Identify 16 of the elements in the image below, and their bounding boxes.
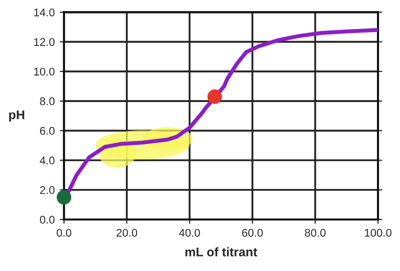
x-axis-title: mL of titrant — [185, 247, 258, 256]
x-tick-label: 0.0 — [56, 228, 72, 237]
x-tick-label: 20.0 — [116, 228, 138, 237]
x-tick-label: 100.0 — [364, 228, 392, 237]
y-tick-label: 8.0 — [40, 97, 55, 106]
y-tick-label: 12.0 — [34, 38, 55, 46]
x-tick-label: 80.0 — [304, 228, 326, 237]
y-tick-label: 6.0 — [40, 126, 55, 135]
y-tick-label: 14.0 — [34, 8, 55, 16]
y-tick-label: 4.0 — [40, 156, 55, 164]
y-tick-label: 10.0 — [34, 68, 55, 76]
y-axis-title: pH — [9, 110, 24, 122]
y-tick-label: 2.0 — [40, 186, 55, 194]
y-tick-label: 0.0 — [40, 216, 55, 224]
x-tick-label: 60.0 — [242, 228, 263, 237]
x-tick-label: 40.0 — [179, 228, 200, 237]
